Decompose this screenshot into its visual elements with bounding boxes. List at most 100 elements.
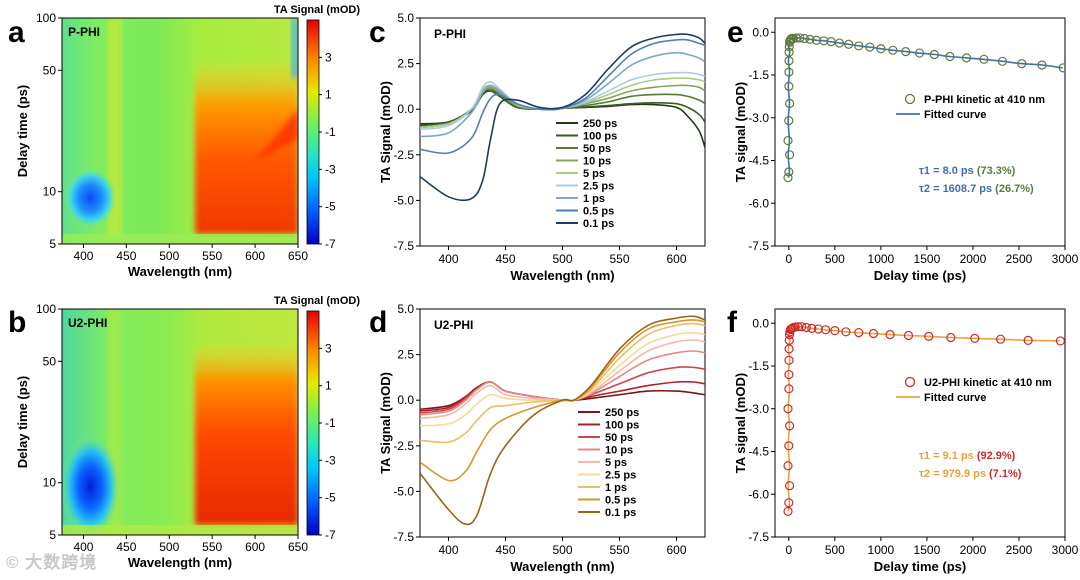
y-tick-label: 100 <box>36 11 56 25</box>
legend-label: 0.1 ps <box>583 218 614 230</box>
data-point <box>970 333 980 343</box>
data-point <box>784 384 794 394</box>
data-point <box>1058 63 1065 73</box>
data-point <box>785 481 795 491</box>
data-point <box>784 81 794 92</box>
legend-label: 0.1 ps <box>605 507 636 519</box>
colorbar-tick-label: -5 <box>325 200 336 214</box>
y-axis-label: Delay time (ps) <box>15 85 30 177</box>
legend-label: 50 ps <box>605 432 633 444</box>
data-point <box>834 38 845 48</box>
y-axis-label: TA signal (mOD) <box>733 82 748 182</box>
data-point <box>784 441 794 451</box>
data-point <box>946 332 956 343</box>
data-point <box>1037 60 1047 70</box>
y-tick-label: 2.5 <box>397 348 414 362</box>
y-tick-label: -5.0 <box>393 484 414 498</box>
x-tick-label: 500 <box>825 543 845 557</box>
data-point <box>885 330 895 340</box>
x-tick-label: 1000 <box>868 543 895 557</box>
plot-frame <box>419 308 706 538</box>
y-tick-label: 0.0 <box>752 25 769 39</box>
colorbar-tick-label: 1 <box>325 379 332 393</box>
panel-letter-a: a <box>8 16 25 49</box>
y-tick-label: 0.0 <box>752 316 769 330</box>
data-point <box>799 33 810 44</box>
legend-label: 0.5 ps <box>605 495 636 507</box>
x-axis-label: Delay time (ps) <box>874 559 966 574</box>
x-tick-label: 600 <box>245 249 265 263</box>
x-tick-label: 2500 <box>1006 543 1033 557</box>
series-line <box>420 339 705 420</box>
data-point <box>790 322 800 332</box>
y-tick-label: 100 <box>36 302 56 316</box>
y-axis-label: TA signal (mOD) <box>733 373 748 473</box>
x-tick-label: 550 <box>609 543 629 557</box>
data-point <box>785 421 795 431</box>
data-point <box>868 328 879 339</box>
data-point <box>784 47 794 57</box>
x-tick-label: 400 <box>438 252 458 266</box>
x-tick-label: 450 <box>495 252 515 266</box>
heatmap-frame <box>61 308 299 536</box>
panel-label: U2-PHI <box>434 318 473 332</box>
x-tick-label: 650 <box>288 540 308 554</box>
fitted-curve <box>787 325 1060 512</box>
colorbar-tick-label: -5 <box>325 491 336 505</box>
data-point <box>784 67 794 77</box>
x-tick-label: 400 <box>438 543 458 557</box>
x-tick-label: 500 <box>825 252 845 266</box>
data-point <box>805 34 815 44</box>
data-point <box>783 506 793 516</box>
heatmap-edge-blue <box>291 18 298 78</box>
colorbar-tick-label: -3 <box>325 162 336 176</box>
data-point <box>830 326 840 336</box>
series-line <box>420 33 705 201</box>
panel-letter-b: b <box>8 306 26 339</box>
y-tick-label: -1.5 <box>748 68 769 82</box>
x-tick-label: 2500 <box>1006 252 1033 266</box>
heatmap-panel-a: 400 450 500 550 600 650 5 10 50 100 Wavelength (nm… <box>15 4 360 279</box>
plot-frame <box>774 17 1066 247</box>
heatmap-ridge <box>255 108 298 162</box>
data-point <box>785 98 795 109</box>
y-tick-label: 5 <box>49 528 56 542</box>
data-point <box>961 53 972 63</box>
series-group <box>420 33 705 201</box>
x-axis-label: Wavelength (nm) <box>128 555 232 570</box>
colorbar-tick-label: -3 <box>325 453 336 467</box>
data-point <box>914 48 925 58</box>
data-group <box>783 33 1065 183</box>
colorbar-tick-label: -1 <box>325 125 336 139</box>
series-group <box>420 315 705 526</box>
x-tick-label: 500 <box>159 249 179 263</box>
y-tick-label: -7.5 <box>748 239 769 253</box>
legend-label: 0.5 ps <box>583 206 614 218</box>
tau1-annotation: τ1 = 8.0 ps (73.3%) <box>919 165 1016 177</box>
heatmap-frame <box>61 17 299 245</box>
series-line <box>420 90 705 148</box>
y-tick-label: -1.5 <box>748 359 769 373</box>
y-tick-label: 50 <box>43 63 57 77</box>
data-point <box>783 135 793 146</box>
legend-label: 10 ps <box>583 156 611 168</box>
data-point <box>1023 335 1033 345</box>
legend-marker <box>904 376 916 388</box>
y-tick-label: 10 <box>43 476 57 490</box>
heatmap-image <box>62 309 298 535</box>
series-line <box>420 71 705 131</box>
x-tick-label: 400 <box>73 249 93 263</box>
colorbar-tick-label: -7 <box>325 237 336 251</box>
legend-label: 1 ps <box>583 193 605 205</box>
panel-letter-e: e <box>727 16 744 49</box>
data-point <box>807 323 817 333</box>
x-tick-label: 1500 <box>914 543 941 557</box>
kinetics-panel-f: 0 500 1000 1500 2000 2500 3000 0.0 -1.5 -3.0 -4.5 -… <box>733 308 1079 574</box>
data-point <box>821 325 831 335</box>
x-tick-label: 600 <box>666 543 686 557</box>
data-point <box>995 334 1006 344</box>
x-tick-label: 500 <box>552 252 572 266</box>
y-tick-label: 5.0 <box>397 302 414 316</box>
heatmap-positive-region <box>195 345 298 525</box>
